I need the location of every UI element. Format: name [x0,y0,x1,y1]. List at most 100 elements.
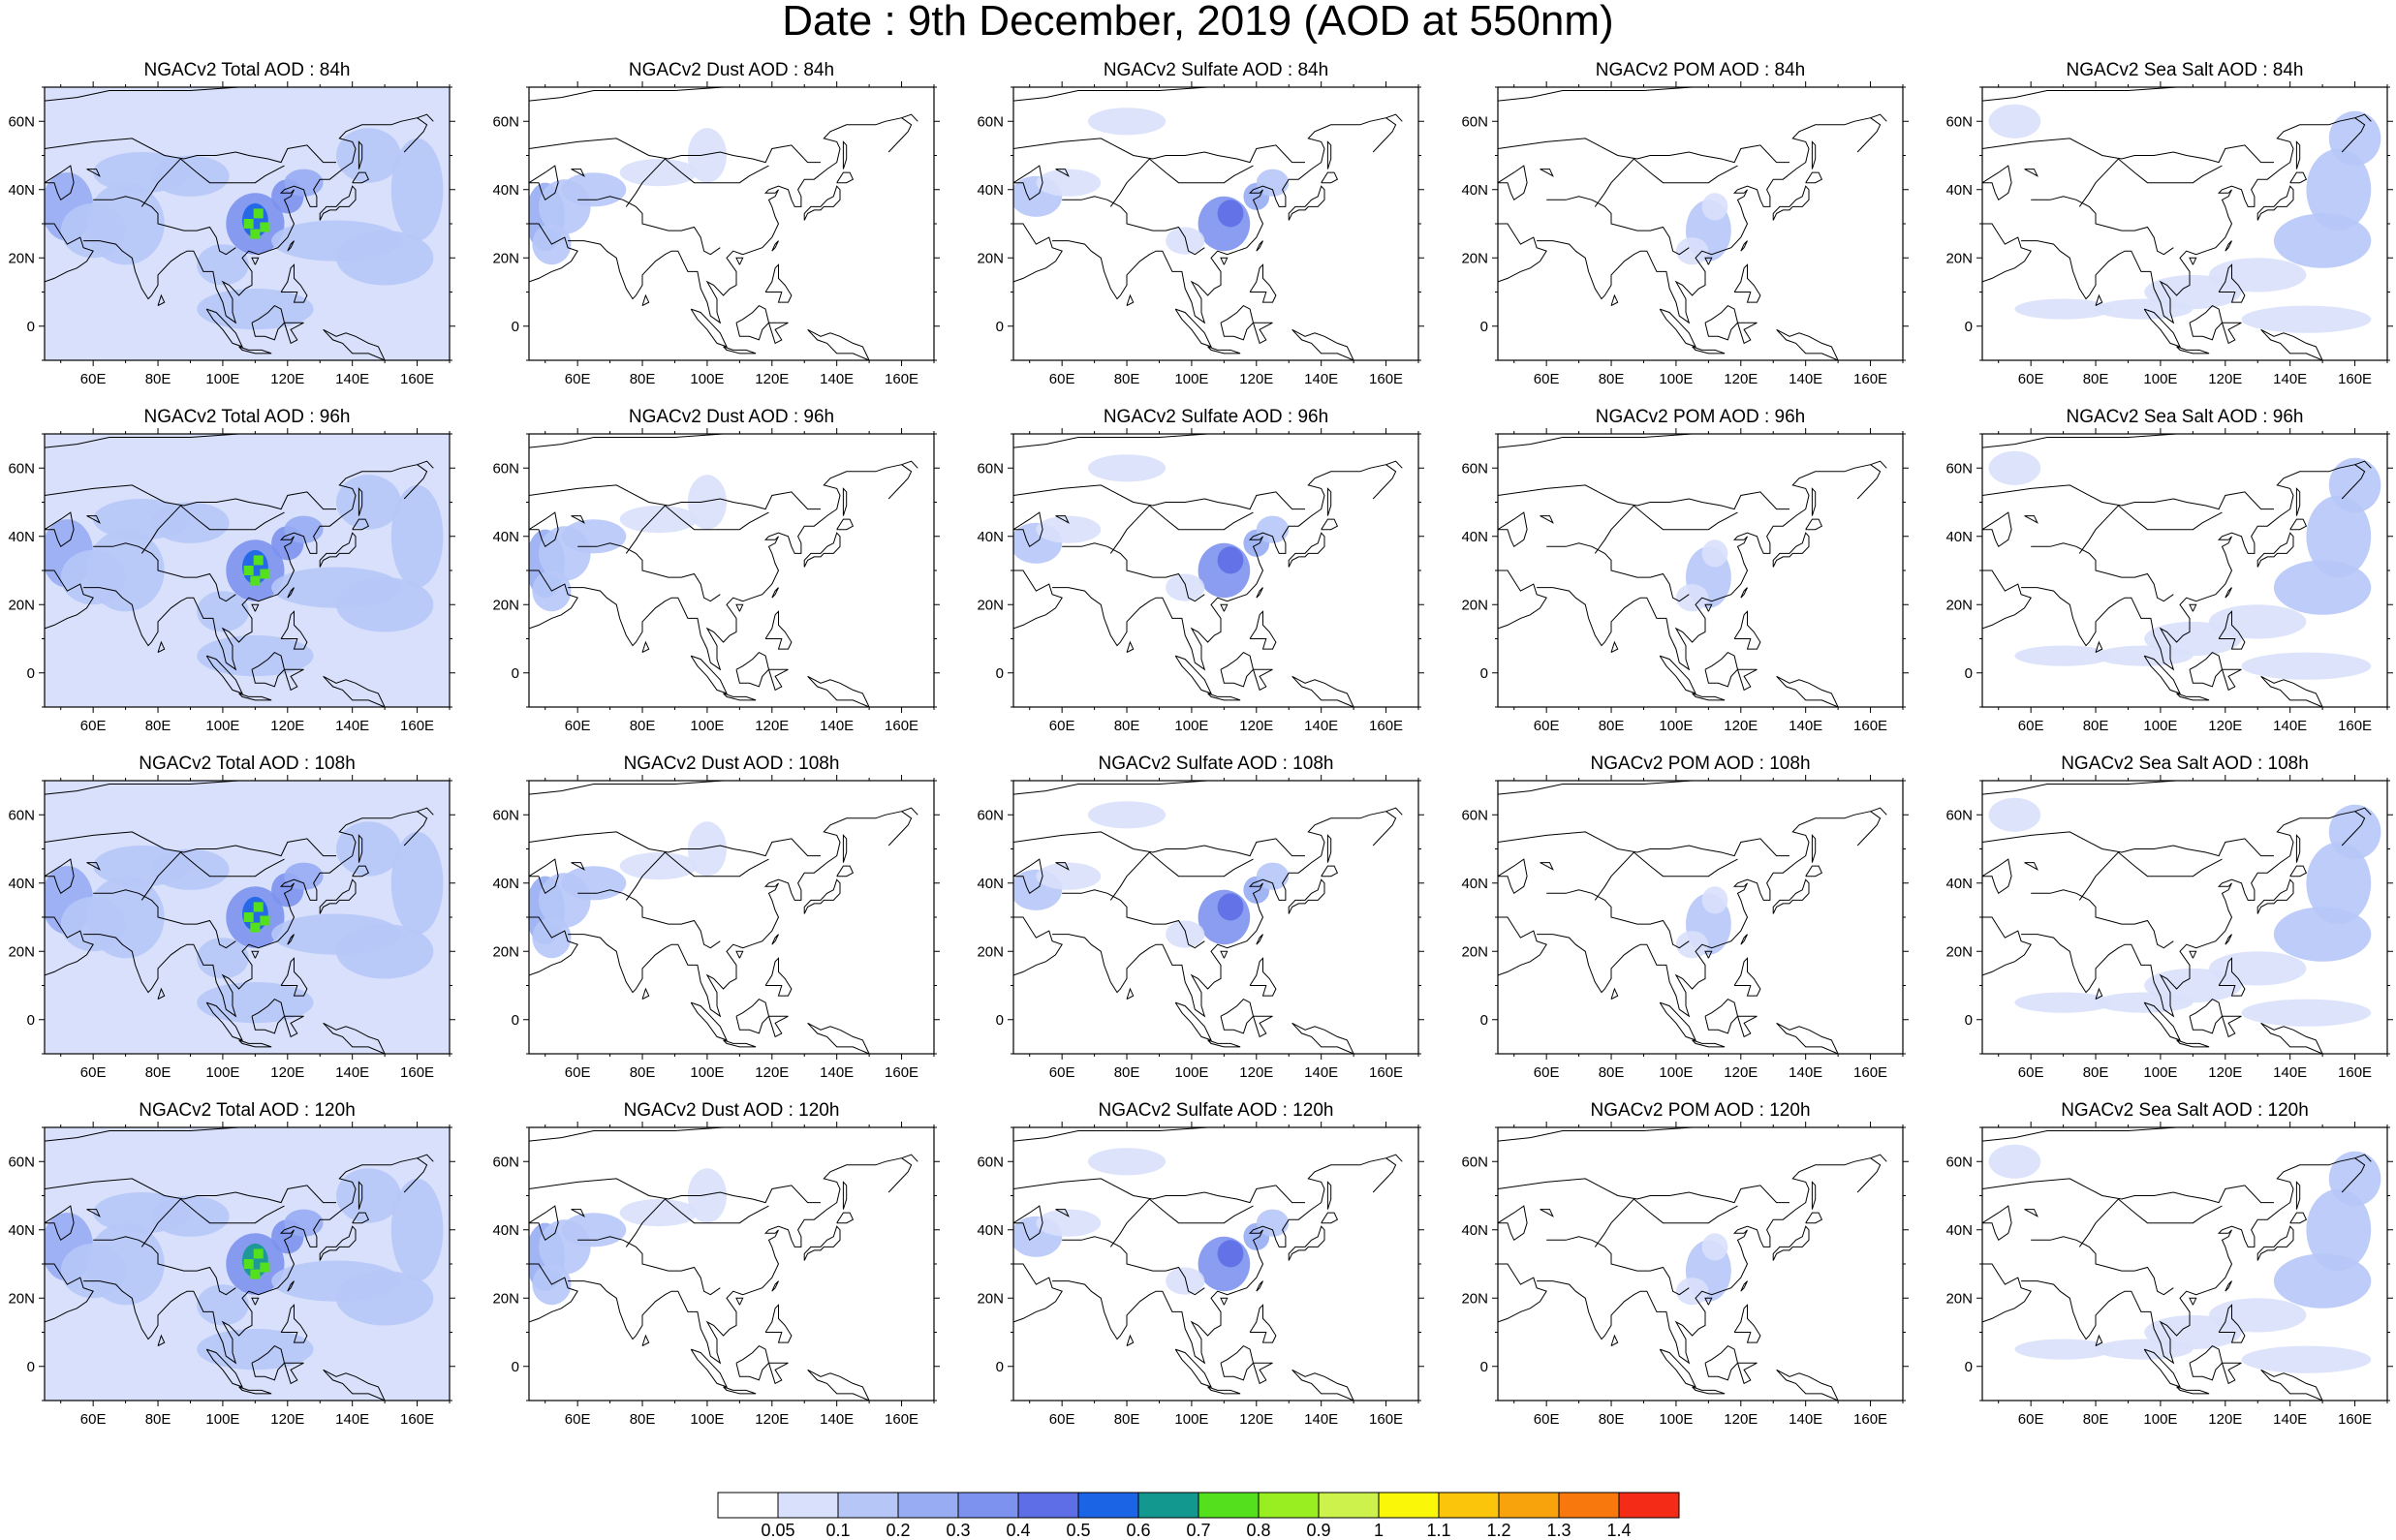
aod-plume [197,982,314,1024]
coastline [1174,655,1212,694]
lon-tick-label: 60E [1534,718,1560,734]
coastline [529,223,578,283]
coastline [1013,138,1305,164]
aod-map: 60E 80E 100E 120E 140E 160E 60N 40N 20N 0 [492,775,940,1081]
coastline [157,1334,166,1347]
lat-tick-label: 40N [8,1222,35,1239]
coastline [2031,542,2174,602]
lat-tick-label: 20N [977,943,1004,960]
coastline [323,1369,386,1401]
colorbar-swatch [1258,1492,1320,1519]
coastline [1772,878,1810,914]
coastline [1776,675,1839,707]
lon-tick-label: 100E [2143,718,2177,734]
coastline [641,640,650,654]
coastline [1249,610,1277,650]
coastline [735,1297,744,1306]
coastline [1982,1127,2177,1142]
lon-tick-label: 100E [1174,718,1208,734]
panel-title: NGACv2 Dust AOD : 84h [628,60,835,80]
aod-plume [561,519,627,554]
coastline [352,171,370,184]
colorbar-label: 1 [1373,1521,1385,1540]
coastline [2295,834,2301,863]
coastline [1055,862,1070,871]
coastline [529,165,559,201]
coastline [2341,1157,2366,1193]
coastline [803,532,841,568]
coastline [1321,1212,1339,1224]
aod-plume [197,1284,249,1326]
aod-plume [60,90,223,118]
coastline [1220,1297,1229,1306]
coastline [2289,1212,2308,1224]
coastline [1805,171,1823,184]
lon-tick-label: 160E [400,371,434,387]
coastline [2256,878,2294,914]
lon-tick-label: 80E [2083,371,2109,387]
colorbar-swatch [1137,1492,1199,1519]
coastline [1659,1001,1696,1041]
coastline [1805,518,1823,531]
aod-plume [687,128,727,183]
coastline [140,158,285,207]
coastline [1174,308,1212,348]
lat-tick-label: 40N [977,1222,1004,1239]
lon-tick-label: 140E [820,1411,854,1428]
coastline [140,505,285,554]
lon-tick-label: 140E [1789,718,1822,734]
aod-plume [151,155,230,197]
lon-tick-label: 160E [400,1411,434,1428]
coastline [1537,1154,1887,1365]
coastline [2189,257,2197,265]
lon-tick-label: 80E [1599,1064,1625,1081]
lon-tick-label: 80E [1599,718,1625,734]
aod-plume [2306,148,2372,231]
coastline [2024,1209,2038,1217]
lon-tick-label: 60E [2018,1411,2044,1428]
coastline [358,487,363,516]
coastline [1610,987,1619,1001]
aod-plume [1217,200,1244,228]
aod-plume [60,1130,223,1158]
coastline [1546,1236,1690,1296]
aod-plume [86,182,165,265]
aod-hotspot [243,566,254,575]
coastline [251,257,260,265]
coastline [1372,811,1397,847]
lat-tick-label: 40N [1461,876,1488,892]
coastline [1537,113,1887,324]
coastline [764,610,793,650]
lon-tick-label: 140E [335,1411,369,1428]
coastline [1013,1127,1208,1142]
coastline [887,811,913,847]
coastline [2024,515,2038,524]
lat-tick-label: 0 [512,1359,519,1375]
panel-title: NGACv2 Sea Salt AOD : 108h [2061,754,2309,774]
lat-tick-label: 0 [1965,1012,1973,1029]
coastline [2295,487,2301,516]
coastline [2031,1236,2174,1296]
lon-tick-label: 100E [205,1411,239,1428]
colorbar-label: 0.05 [761,1521,795,1540]
lat-tick-label: 0 [1965,1359,1973,1375]
aod-map: 60E 80E 100E 120E 140E 160E 60N 40N 20N 0 [1945,428,2393,734]
aod-plume [2096,645,2194,666]
coastline [1256,587,1263,599]
coastline [2260,328,2323,360]
lon-tick-label: 120E [2208,371,2242,387]
coastline [1811,834,1817,863]
lat-tick-label: 40N [8,529,35,545]
coastline [1982,570,2032,630]
aod-map: 60E 80E 100E 120E 140E 160E 60N 40N 20N 0 [8,81,455,387]
coastline [1856,1157,1882,1193]
aod-plume [197,635,314,677]
lat-tick-label: 20N [492,943,519,960]
lon-tick-label: 100E [2143,371,2177,387]
coastline [1052,113,1403,324]
aod-hotspot [250,575,261,586]
colorbar-swatches [717,1492,1680,1519]
lon-tick-label: 160E [885,1064,918,1081]
coastline [2021,113,2372,324]
coastline [768,1015,789,1038]
